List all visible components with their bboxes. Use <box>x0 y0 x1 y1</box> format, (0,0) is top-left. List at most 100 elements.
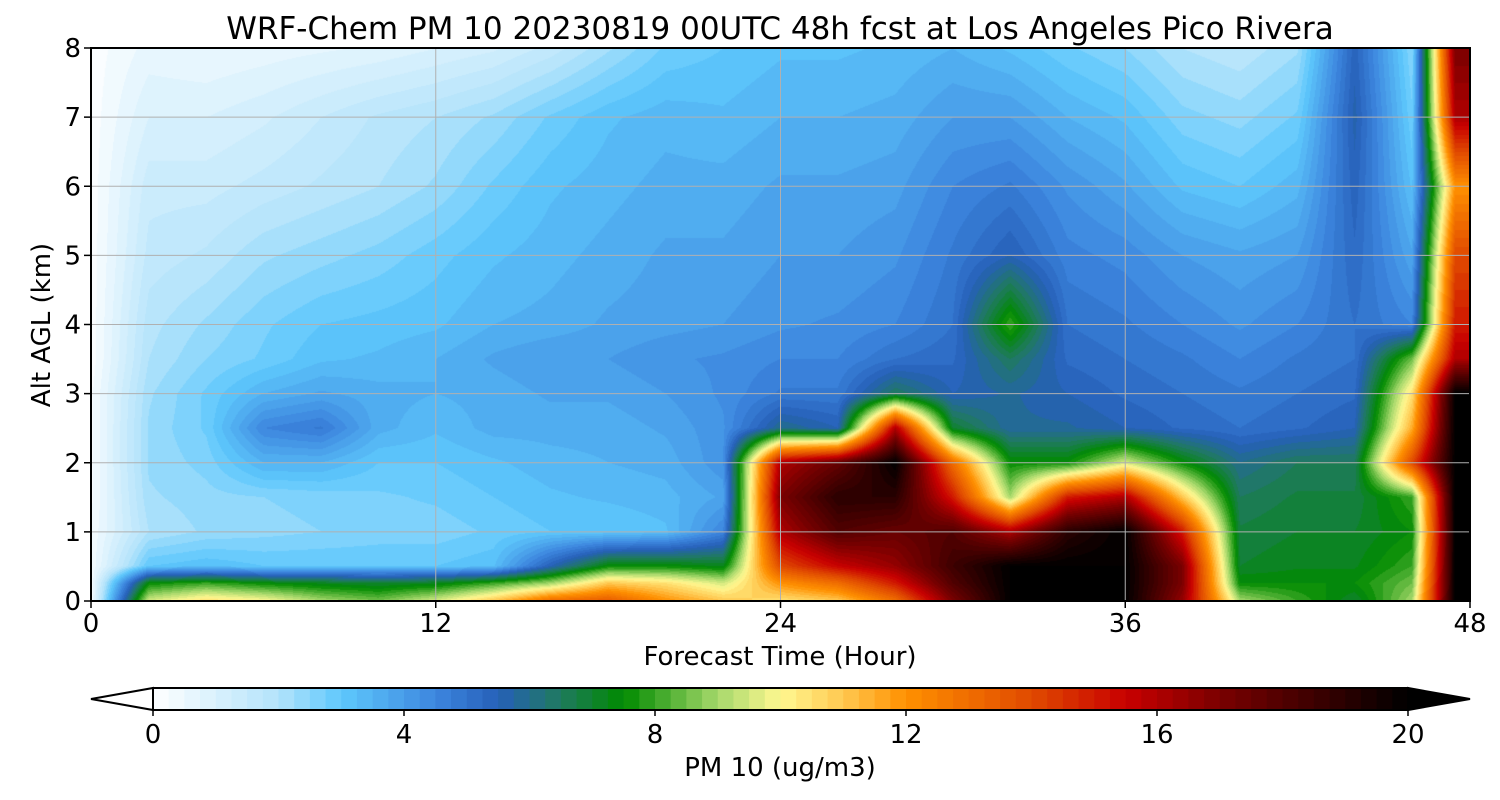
colorbar-swatch <box>513 688 531 710</box>
colorbar-swatch <box>404 688 421 710</box>
colorbar-swatch <box>262 688 280 710</box>
colorbar-swatch <box>200 688 217 710</box>
colorbar-swatch <box>341 688 358 710</box>
colorbar-swatch <box>1360 688 1378 710</box>
colorbar-swatch <box>607 688 625 710</box>
colorbar-swatch <box>1047 688 1064 710</box>
colorbar-swatch <box>796 688 813 710</box>
y-tick-label: 5 <box>64 241 81 271</box>
colorbar-swatch <box>874 688 891 710</box>
x-tick-label: 36 <box>1109 609 1142 639</box>
colorbar-swatch <box>670 688 687 710</box>
colorbar-swatch <box>231 688 248 710</box>
y-axis-label: Alt AGL (km) <box>27 243 57 407</box>
colorbar-swatch <box>560 688 578 710</box>
y-tick-label: 1 <box>64 518 81 548</box>
colorbar-swatch <box>937 688 954 710</box>
colorbar: 0 4 8 12 16 20 PM 10 (ug/m3) <box>90 686 1471 783</box>
colorbar-swatch <box>843 688 860 710</box>
colorbar-swatch <box>592 688 609 710</box>
colorbar-swatch <box>1141 688 1158 710</box>
y-tick-label: 4 <box>64 311 81 341</box>
x-axis-ticks: 0 12 24 36 48 <box>83 601 1487 639</box>
colorbar-swatch <box>325 688 342 710</box>
colorbar-swatch <box>1392 688 1409 710</box>
x-tick-label: 12 <box>419 609 452 639</box>
colorbar-swatch <box>1109 688 1127 710</box>
colorbar-swatch <box>655 688 672 710</box>
colorbar-swatch <box>702 688 719 710</box>
colorbar-swatch <box>1345 688 1362 710</box>
colorbar-swatch <box>1282 688 1299 710</box>
colorbar-swatch <box>1235 688 1252 710</box>
colorbar-swatch <box>1031 688 1048 710</box>
colorbar-swatch <box>545 688 562 710</box>
colorbar-swatch <box>1219 688 1237 710</box>
colorbar-swatch <box>1062 688 1080 710</box>
y-axis-ticks: 0 1 2 3 4 5 6 7 8 <box>64 34 91 617</box>
colorbar-swatch <box>1298 688 1315 710</box>
colorbar-swatch <box>1204 688 1221 710</box>
colorbar-swatch <box>623 688 640 710</box>
colorbar-swatch <box>451 688 468 710</box>
colorbar-swatch <box>309 688 327 710</box>
colorbar-swatch <box>498 688 515 710</box>
colorbar-swatch <box>153 688 170 710</box>
x-tick-label: 0 <box>83 609 100 639</box>
colorbar-swatch <box>827 688 844 710</box>
colorbar-swatch <box>356 688 374 710</box>
colorbar-swatch <box>215 688 233 710</box>
colorbar-swatch <box>1125 688 1142 710</box>
colorbar-swatch <box>1251 688 1268 710</box>
colorbar-swatch <box>247 688 264 710</box>
y-tick-label: 2 <box>64 449 81 479</box>
colorbar-swatch <box>984 688 1001 710</box>
colorbar-swatch <box>968 688 986 710</box>
colorbar-swatch <box>1376 688 1393 710</box>
colorbar-swatch <box>686 688 703 710</box>
colorbar-swatch <box>764 688 782 710</box>
x-axis-label: Forecast Time (Hour) <box>643 642 916 672</box>
colorbar-tick-label: 20 <box>1391 720 1424 750</box>
colorbar-swatch <box>921 688 938 710</box>
colorbar-tick-label: 4 <box>396 720 413 750</box>
colorbar-swatch <box>639 688 656 710</box>
x-tick-label: 24 <box>764 609 797 639</box>
colorbar-tick-label: 0 <box>145 720 162 750</box>
colorbar-tick-label: 12 <box>889 720 922 750</box>
colorbar-swatch <box>780 688 797 710</box>
colorbar-swatch <box>466 688 484 710</box>
colorbar-swatch <box>906 688 923 710</box>
colorbar-ticks: 0 4 8 12 16 20 <box>145 710 1425 750</box>
colorbar-swatch <box>858 688 876 710</box>
colorbar-swatch <box>1078 688 1095 710</box>
y-tick-label: 3 <box>64 380 81 410</box>
x-tick-label: 48 <box>1453 609 1486 639</box>
y-tick-label: 8 <box>64 34 81 64</box>
heatmap-plot-area <box>90 47 1471 602</box>
colorbar-swatch <box>953 688 970 710</box>
colorbar-swatch <box>890 688 907 710</box>
colorbar-swatch <box>1172 688 1189 710</box>
colorbar-swatch <box>388 688 405 710</box>
colorbar-min-extension <box>90 686 154 712</box>
y-tick-label: 6 <box>64 172 81 202</box>
colorbar-swatch <box>372 688 389 710</box>
colorbar-frame <box>152 687 1409 711</box>
colorbar-swatch <box>1266 688 1284 710</box>
colorbar-swatch <box>733 688 750 710</box>
colorbar-swatch <box>294 688 311 710</box>
colorbar-swatch <box>576 688 593 710</box>
colorbar-swatch <box>1188 688 1205 710</box>
colorbar-swatch <box>1015 688 1033 710</box>
colorbar-swatch <box>278 688 295 710</box>
chart-title: WRF-Chem PM 10 20230819 00UTC 48h fcst a… <box>226 11 1333 47</box>
colorbar-swatch <box>749 688 766 710</box>
colorbar-tick-label: 16 <box>1140 720 1173 750</box>
colorbar-swatch <box>529 688 546 710</box>
colorbar-tick-label: 8 <box>647 720 664 750</box>
colorbar-swatch <box>184 688 201 710</box>
y-tick-label: 0 <box>64 587 81 617</box>
colorbar-swatch <box>1329 688 1346 710</box>
